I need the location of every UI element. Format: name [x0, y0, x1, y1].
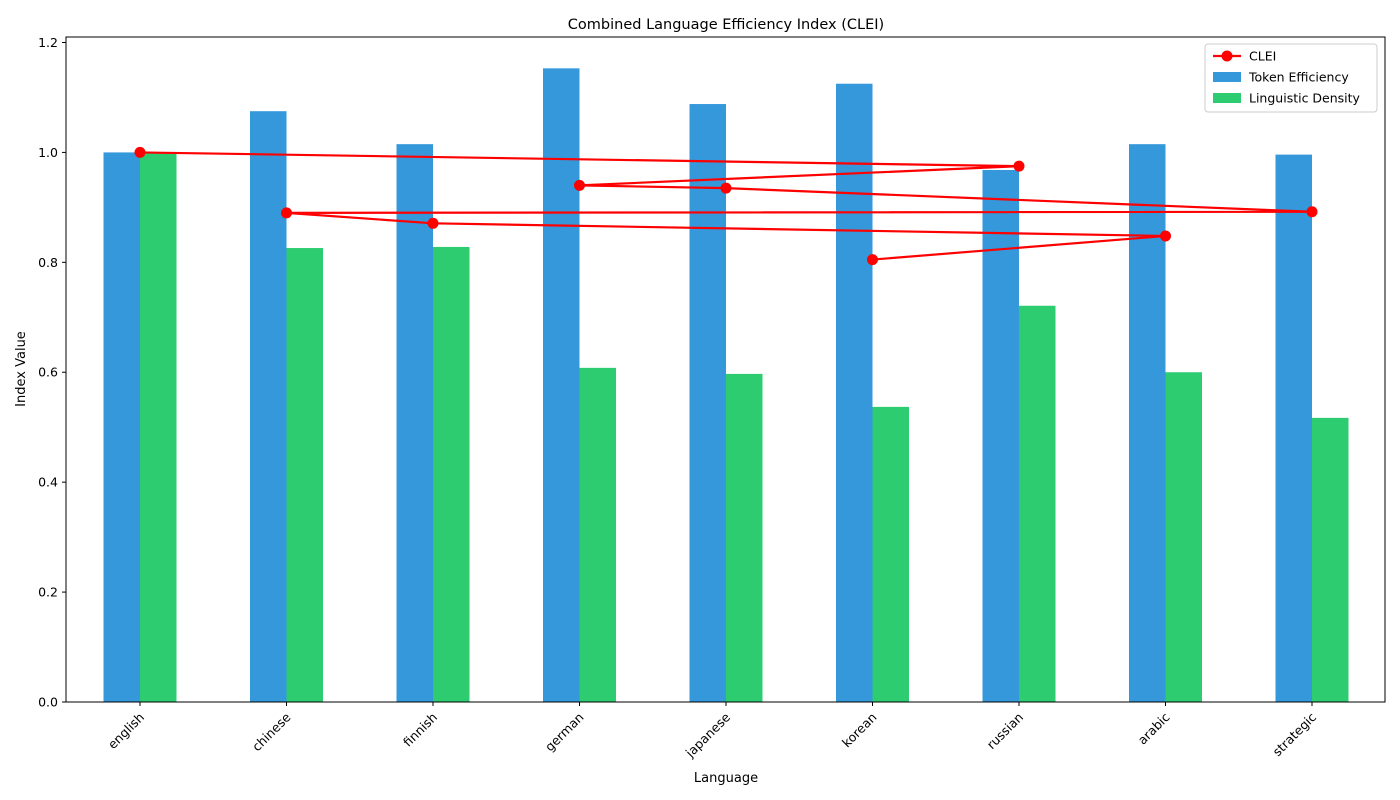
- clei-point-strategic: [1306, 206, 1318, 218]
- x-axis-label: Language: [694, 771, 758, 786]
- legend-box: [1204, 43, 1378, 113]
- clei-point-korean: [867, 254, 878, 266]
- clei-point-german: [574, 179, 585, 191]
- x-tick-label-russian: russian: [984, 710, 1027, 753]
- bar-token-efficiency-german: [543, 68, 580, 703]
- bars-layer: [103, 68, 1349, 703]
- bar-token-efficiency-chinese: [250, 111, 287, 702]
- legend-swatch-linguistic-density: [1213, 93, 1241, 103]
- y-tick-label: 0.6: [38, 365, 58, 380]
- bar-linguistic-density-chinese: [286, 248, 323, 702]
- y-axis-label: Index Value: [14, 331, 29, 407]
- bar-linguistic-density-korean: [872, 406, 909, 702]
- x-tick-label-arabic: arabic: [1135, 709, 1173, 747]
- legend-label-linguistic-density: Linguistic Density: [1249, 91, 1361, 106]
- bar-token-efficiency-arabic: [1129, 144, 1166, 702]
- clei-point-finnish: [427, 217, 439, 229]
- bar-token-efficiency-english: [103, 152, 140, 703]
- x-tick-label-chinese: chinese: [249, 709, 294, 754]
- clei-point-japanese: [720, 182, 732, 194]
- bar-token-efficiency-korean: [836, 83, 873, 703]
- y-tick-label: 0.2: [38, 585, 58, 600]
- legend-swatch-clei-marker: [1221, 50, 1233, 62]
- bar-linguistic-density-finnish: [433, 246, 470, 703]
- bar-token-efficiency-russian: [982, 170, 1019, 702]
- bar-linguistic-density-japanese: [726, 373, 763, 702]
- bar-token-efficiency-japanese: [689, 104, 726, 703]
- clei-point-english: [134, 146, 146, 158]
- clei-point-arabic: [1160, 230, 1171, 242]
- bar-linguistic-density-english: [140, 152, 177, 703]
- clei-line-layer: [134, 146, 1318, 266]
- x-tick-label-korean: korean: [839, 710, 880, 751]
- x-tick-label-strategic: strategic: [1270, 709, 1320, 759]
- chart-title: Combined Language Efficiency Index (CLEI…: [568, 17, 884, 33]
- legend: CLEI Token Efficiency Linguistic Density: [1204, 43, 1378, 113]
- clei-point-russian: [1013, 160, 1025, 172]
- bar-token-efficiency-strategic: [1275, 154, 1312, 702]
- x-tick-label-finnish: finnish: [400, 710, 440, 750]
- legend-swatch-token-efficiency: [1213, 72, 1241, 82]
- bar-token-efficiency-finnish: [396, 144, 433, 702]
- x-tick-label-japanese: japanese: [682, 709, 734, 761]
- bar-linguistic-density-strategic: [1312, 417, 1349, 702]
- clei-point-chinese: [281, 207, 292, 219]
- y-tick-label: 1.2: [38, 35, 58, 50]
- legend-label-clei: CLEI: [1249, 49, 1276, 64]
- y-tick-label: 0.0: [38, 695, 58, 710]
- y-tick-label: 0.8: [38, 255, 58, 270]
- y-tick-label: 1.0: [38, 145, 58, 160]
- x-tick-label-german: german: [542, 710, 587, 755]
- legend-label-token-efficiency: Token Efficiency: [1248, 70, 1349, 85]
- bar-linguistic-density-russian: [1019, 305, 1056, 702]
- bar-linguistic-density-arabic: [1165, 372, 1202, 702]
- x-tick-label-english: english: [105, 710, 147, 752]
- y-tick-label: 0.4: [38, 475, 58, 490]
- bar-linguistic-density-german: [579, 367, 616, 702]
